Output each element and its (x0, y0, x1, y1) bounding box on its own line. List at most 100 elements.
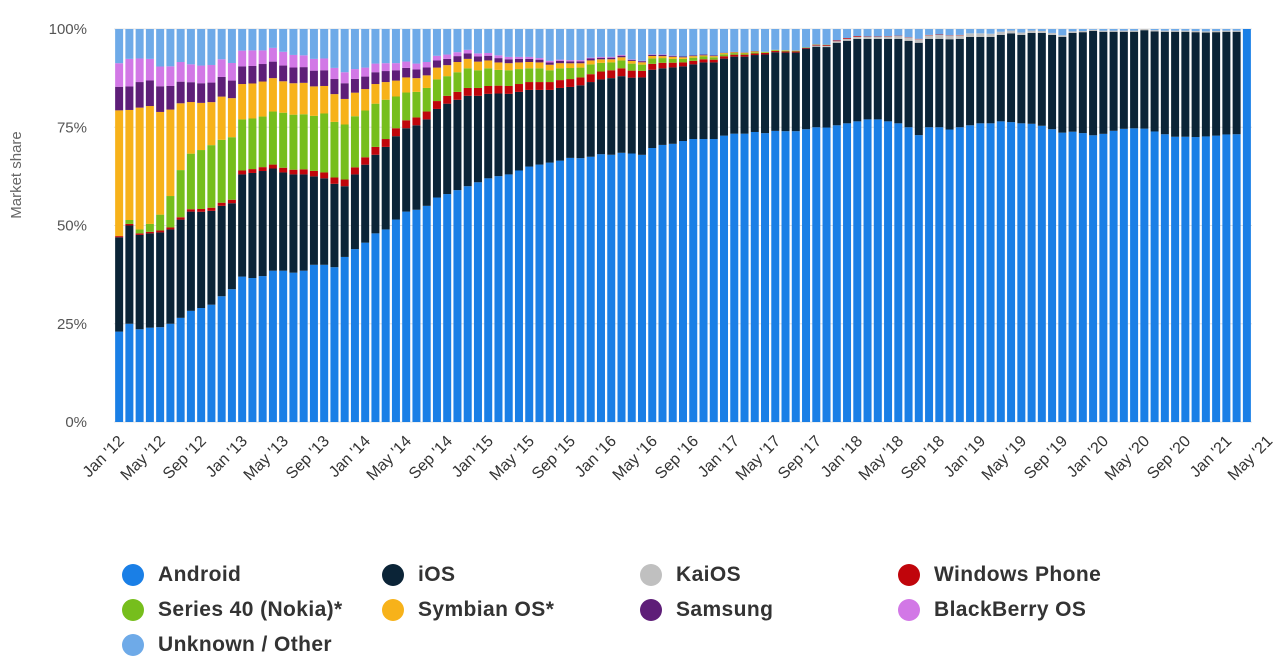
bar-segment (556, 61, 564, 63)
bar-segment (412, 29, 420, 64)
bar-segment (218, 140, 226, 203)
bar-segment (679, 29, 687, 57)
bar-segment (525, 62, 533, 68)
bar-segment (238, 277, 246, 422)
bar-segment (843, 123, 851, 422)
bar-segment (289, 29, 297, 55)
bar-segment (894, 29, 902, 36)
bar-segment (228, 137, 236, 200)
bar-segment (823, 47, 831, 127)
bar-segment (638, 77, 646, 154)
legend-item[interactable]: Unknown / Other (122, 632, 332, 658)
bar-segment (566, 68, 574, 79)
bar-segment (556, 60, 564, 61)
bar-segment (710, 60, 718, 63)
bar-segment (710, 56, 718, 57)
bar-segment (125, 224, 133, 226)
bar-segment (546, 70, 554, 82)
bar-segment (1099, 32, 1107, 134)
legend-item[interactable]: Android (122, 562, 241, 588)
bar-segment (782, 131, 790, 422)
legend-item[interactable]: KaiOS (640, 562, 741, 588)
bar-segment (710, 62, 718, 139)
bar-segment (146, 29, 154, 59)
bar-segment (689, 29, 697, 55)
legend-item[interactable]: Symbian OS* (382, 597, 554, 623)
bar-segment (453, 190, 461, 422)
bar-segment (330, 267, 338, 422)
bar-segment (535, 58, 543, 60)
bar-segment (187, 209, 195, 211)
bar-segment (166, 229, 174, 323)
bar-segment (628, 71, 636, 78)
bar-segment (587, 60, 595, 64)
bar-segment (587, 157, 595, 422)
bar-segment (136, 233, 144, 235)
bar-segment (648, 55, 656, 56)
x-tick-label: May '18 (856, 433, 907, 484)
bar-segment (997, 35, 1005, 121)
bar-segment (710, 57, 718, 59)
bar-segment (402, 62, 410, 68)
bar-segment (730, 57, 738, 134)
bar-segment (146, 224, 154, 232)
legend-item[interactable]: Series 40 (Nokia)* (122, 597, 343, 623)
bar-segment (371, 104, 379, 147)
bar-segment (412, 69, 420, 78)
bar-segment (505, 57, 513, 59)
bar-segment (761, 52, 769, 53)
bar-segment (659, 63, 667, 69)
bar-segment (730, 134, 738, 422)
bar-segment (915, 43, 923, 135)
bar-segment (966, 37, 974, 125)
bar-segment (484, 53, 492, 56)
bar-segment (187, 82, 195, 102)
bar-segment (515, 170, 523, 422)
bar-segment (679, 66, 687, 141)
bar-segment (177, 62, 185, 82)
bar-segment (392, 70, 400, 80)
bar-segment (566, 158, 574, 422)
bar-segment (607, 29, 615, 57)
bar-segment (648, 29, 656, 54)
bar-segment (330, 79, 338, 94)
bar-segment (412, 64, 420, 70)
legend-item[interactable]: iOS (382, 562, 455, 588)
bar-segment (300, 83, 308, 114)
legend-item[interactable]: BlackBerry OS (898, 597, 1086, 623)
bar-segment (330, 29, 338, 68)
bar-segment (823, 29, 831, 45)
bar-segment (1140, 129, 1148, 422)
bar-segment (320, 29, 328, 58)
bar-segment (464, 29, 472, 50)
bar-segment (248, 169, 256, 173)
bar-segment (228, 289, 236, 422)
bar-segment (617, 68, 625, 76)
legend-item[interactable]: Samsung (640, 597, 773, 623)
legend-item[interactable]: Windows Phone (898, 562, 1101, 588)
bar-segment (310, 116, 318, 171)
bar-segment (1233, 32, 1241, 134)
bar-segment (700, 55, 708, 56)
bar-segment (638, 62, 646, 64)
bar-segment (689, 61, 697, 65)
bar-segment (320, 178, 328, 264)
bar-segment (823, 46, 831, 47)
bar-segment (587, 64, 595, 74)
bar-segment (125, 226, 133, 324)
bar-segment (269, 112, 277, 165)
bar-segment (956, 35, 964, 39)
bar-segment (453, 72, 461, 92)
bar-segment (874, 37, 882, 39)
bar-segment (382, 229, 390, 422)
bar-segment (125, 29, 133, 59)
bar-segment (300, 67, 308, 83)
bar-segment (484, 86, 492, 94)
bar-segment (361, 68, 369, 77)
bar-segment (433, 56, 441, 61)
bar-segment (751, 53, 759, 55)
legend-label: Android (158, 563, 241, 587)
bar-segment (228, 63, 236, 81)
bar-segment (177, 170, 185, 217)
bar-segment (484, 60, 492, 68)
